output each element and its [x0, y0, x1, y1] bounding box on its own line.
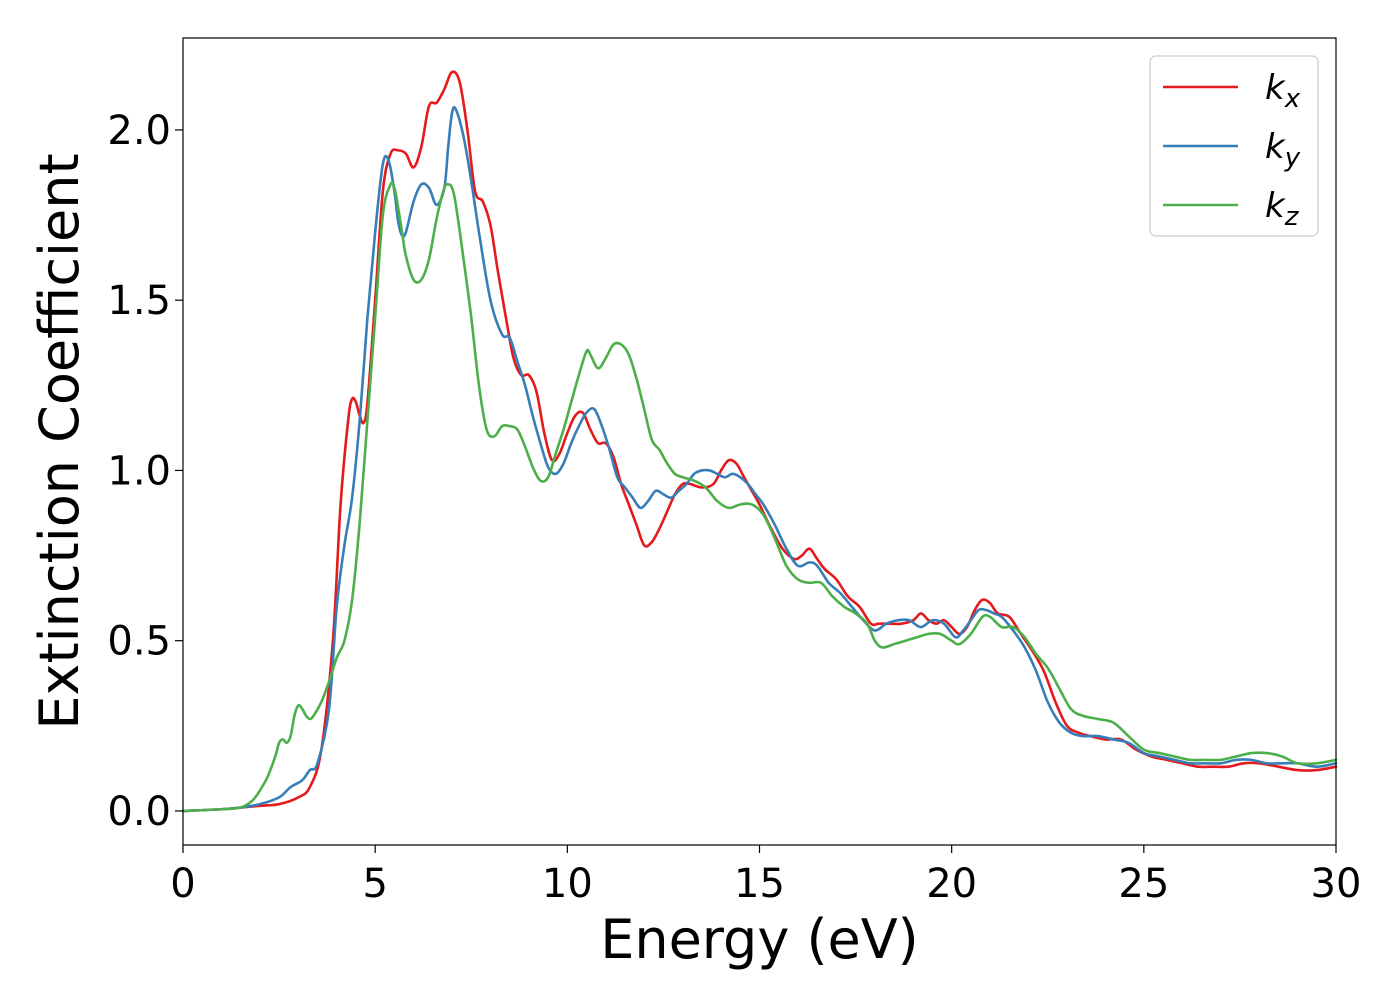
legend-label: kx — [1265, 68, 1301, 114]
x-axis-label: Energy (eV) — [600, 908, 919, 971]
y-axis-label: Extinction Coefficient — [28, 153, 91, 729]
x-tick-label: 10 — [542, 861, 593, 907]
legend-label: kz — [1265, 186, 1300, 232]
y-tick-label: 1.5 — [107, 278, 171, 324]
x-tick-label: 15 — [734, 861, 785, 907]
x-tick-label: 0 — [170, 861, 195, 907]
series-line-kz — [181, 181, 1338, 813]
y-tick-label: 0.5 — [107, 619, 171, 665]
x-tick-label: 30 — [1311, 861, 1362, 907]
x-tick-label: 25 — [1118, 861, 1169, 907]
y-axis: 0.0 0.5 1.0 1.5 2.0 — [107, 108, 183, 835]
y-tick-label: 2.0 — [107, 108, 171, 154]
legend: kx ky kz — [1149, 55, 1319, 237]
y-tick-label: 0.0 — [107, 789, 171, 835]
series-layer — [181, 70, 1338, 813]
x-tick-label: 20 — [926, 861, 977, 907]
legend-label: ky — [1265, 127, 1301, 173]
y-tick-label: 1.0 — [107, 448, 171, 494]
x-axis: 0 5 10 15 20 25 30 — [170, 845, 1361, 907]
x-tick-label: 5 — [362, 861, 387, 907]
series-line-kx — [181, 70, 1338, 813]
